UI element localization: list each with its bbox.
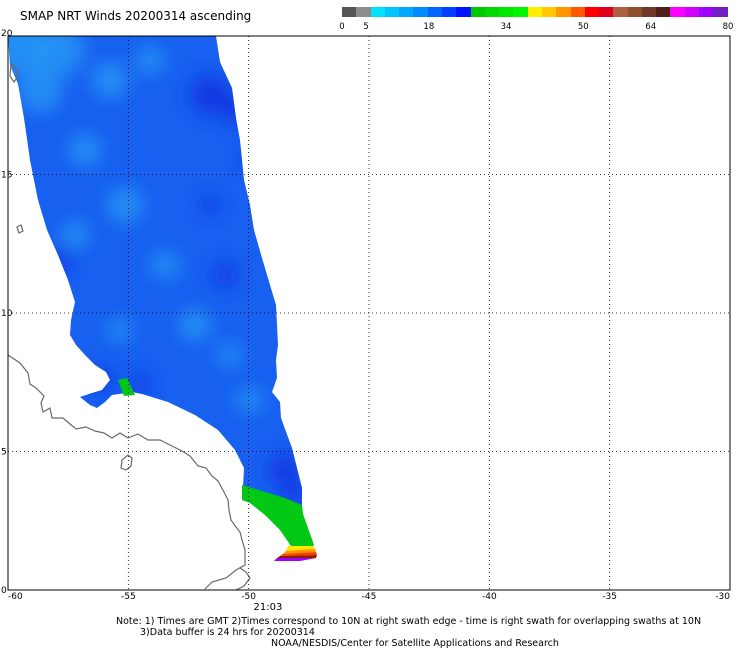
colorbar-label: 80: [722, 22, 734, 32]
latitude-tick-label: 15: [1, 171, 12, 181]
colorbar-segment: [384, 7, 400, 17]
longitude-tick-label: -45: [362, 592, 377, 602]
longitude-tick-label: -55: [121, 592, 136, 602]
longitude-tick-label: -50: [241, 592, 256, 602]
colorbar-segment: [370, 7, 385, 17]
colorbar-segment: [627, 7, 642, 17]
colorbar-segment: [570, 7, 585, 17]
colorbar-segment: [599, 7, 614, 17]
latitude-tick-label: 0: [1, 586, 7, 596]
colorbar-segment: [699, 7, 714, 17]
island-north: [9, 63, 19, 84]
note-line-1: Note: 1) Times are GMT 2)Times correspon…: [116, 616, 702, 627]
map-title: SMAP NRT Winds 20200314 ascending: [20, 9, 252, 23]
wind-swath: [8, 36, 302, 508]
colorbar-label: 64: [645, 22, 657, 32]
colorbar-label: 0: [339, 22, 345, 32]
longitude-tick-label: -40: [482, 592, 497, 602]
longitude-tick-label: -30: [715, 592, 730, 602]
latitude-tick-label: 20: [1, 29, 13, 39]
note-line-3: NOAA/NESDIS/Center for Satellite Applica…: [271, 638, 559, 649]
colorbar-segment: [399, 7, 414, 17]
colorbar-label: 18: [423, 22, 435, 32]
colorbar-segment: [670, 7, 685, 17]
colorbar-segment: [513, 7, 528, 17]
colorbar-label: 34: [500, 22, 512, 32]
island-marajo: [120, 454, 133, 471]
longitude-tick-label: -60: [8, 592, 23, 602]
axis-tick-labels: -60 -55 -50 -45 -40 -35 -30 0 5 10 15 20: [1, 29, 730, 602]
colorbar-segment: [356, 7, 371, 17]
colorbar-segment: [342, 7, 357, 17]
amazon-delta-coast: [235, 567, 251, 591]
latitude-tick-label: 10: [1, 309, 13, 319]
colorbar-labels: 0 5 18 34 50 64 80: [339, 22, 740, 34]
swath-time-label: 21:03: [254, 602, 283, 613]
colorbar-segment: [541, 7, 557, 17]
colorbar-segment: [713, 7, 728, 17]
colorbar-segment: [484, 7, 500, 17]
latitude-tick-label: 5: [1, 448, 7, 458]
green-patch-north: [118, 378, 135, 396]
note-line-2: 3)Data buffer is 24 hrs for 20200314: [140, 627, 315, 638]
colorbar-segment: [684, 7, 700, 17]
longitude-tick-label: -35: [602, 592, 617, 602]
colorbar-segment: [441, 7, 457, 17]
colorbar-segment: [584, 7, 600, 17]
colorbar-segment: [641, 7, 657, 17]
coastline: [7, 63, 251, 591]
colorbar-label: 50: [577, 22, 589, 32]
colorbar-segment: [470, 7, 485, 17]
high-wind-strip: [274, 546, 317, 561]
colorbar-segment: [427, 7, 442, 17]
island-small: [16, 224, 24, 234]
graticule: [8, 36, 730, 590]
plot-frame: [7, 35, 731, 591]
wind-speed-colorbar: [342, 7, 728, 17]
colorbar-segment: [613, 7, 628, 17]
colorbar-segment: [556, 7, 571, 17]
green-patch-south: [242, 485, 314, 550]
colorbar-segment: [527, 7, 542, 17]
colorbar-segment: [499, 7, 514, 17]
south-america-coast: [7, 354, 246, 590]
colorbar-segment: [456, 7, 471, 17]
colorbar-segment: [656, 7, 671, 17]
colorbar-segment: [413, 7, 428, 17]
colorbar-label: 5: [363, 22, 369, 32]
